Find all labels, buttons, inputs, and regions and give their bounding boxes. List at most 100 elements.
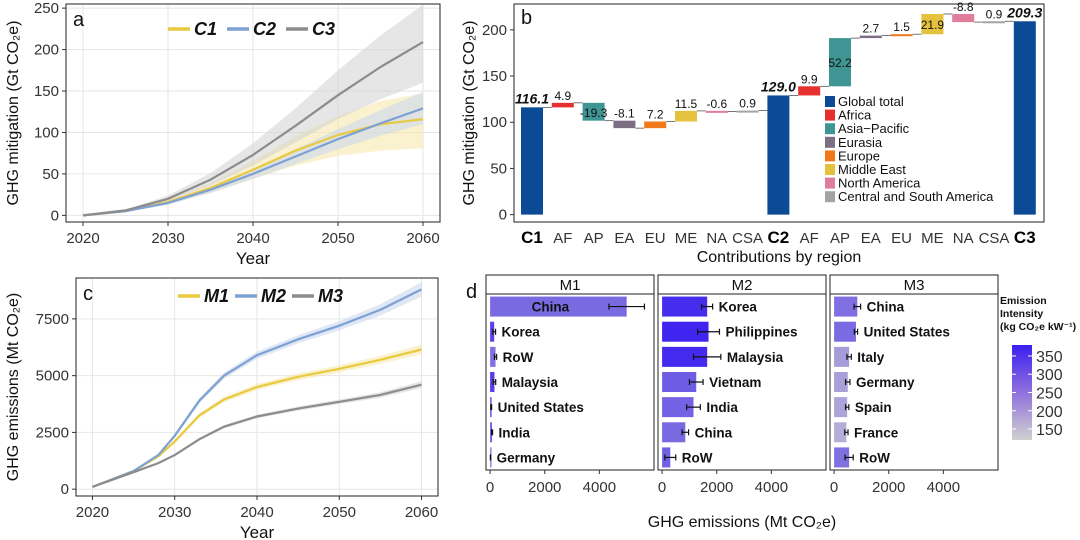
legend-label-eu: Europe xyxy=(838,148,880,163)
y-axis-title: GHG emissions (Mt CO₂e) xyxy=(5,293,22,481)
category-label: Germany xyxy=(497,450,556,465)
category-label: C1 xyxy=(521,228,543,247)
category-label: AF xyxy=(553,230,572,247)
y-tick-label: 50 xyxy=(42,166,59,183)
plot-border xyxy=(75,277,439,497)
series-band-c3 xyxy=(83,4,423,216)
bar-c3-16 xyxy=(1013,21,1036,215)
data-label: 2.7 xyxy=(862,22,879,36)
colorbar-gradient xyxy=(1012,345,1032,440)
bar-eu-4 xyxy=(644,121,667,129)
colorbar-tick-label: 350 xyxy=(1036,349,1063,366)
category-label: C3 xyxy=(1014,228,1036,247)
bar-af-9 xyxy=(798,86,821,96)
panel-letter: c xyxy=(83,283,93,305)
legend-key-na xyxy=(825,177,835,189)
category-label: United States xyxy=(498,400,584,415)
legend-label-na: North America xyxy=(838,176,921,191)
data-label: 209.3 xyxy=(1006,4,1042,20)
x-tick-label: 2000 xyxy=(872,479,905,496)
category-label: NA xyxy=(706,230,727,247)
category-label: CSA xyxy=(979,230,1010,247)
legend-label-c3: C3 xyxy=(312,19,335,39)
category-label: ME xyxy=(921,230,944,247)
x-tick-label: 4000 xyxy=(583,479,616,496)
colorbar-title: Intensity xyxy=(1000,308,1043,320)
legend-key-total xyxy=(825,96,835,107)
x-tick-label: 2000 xyxy=(528,479,561,496)
colorbar-tick-label: 300 xyxy=(1036,367,1063,384)
category-label: China xyxy=(695,425,733,440)
legend-key-ea xyxy=(825,136,835,148)
bar-china xyxy=(662,422,686,443)
category-label: India xyxy=(706,400,738,415)
legend-label-c1: C1 xyxy=(194,19,217,39)
legend-label-m2: M2 xyxy=(261,286,286,306)
x-tick-label: 2030 xyxy=(151,230,184,247)
panel-d-faceted-bar-chart: M1 China Korea RoW Malaysia United States Indi… xyxy=(466,274,1076,531)
data-label: 129.0 xyxy=(761,78,796,94)
facet-title: M3 xyxy=(904,277,925,294)
bar-korea xyxy=(662,296,708,317)
y-axis-title: GHG mitigation (Gt CO₂e) xyxy=(461,21,478,206)
x-axis-title: GHG emissions (Mt CO₂e) xyxy=(648,514,836,531)
category-label: RoW xyxy=(503,350,534,365)
bar-row xyxy=(834,447,850,468)
category-label: NA xyxy=(953,230,974,247)
category-label: EA xyxy=(614,230,634,247)
data-label: 116.1 xyxy=(515,90,549,106)
colorbar-tick-label: 150 xyxy=(1036,422,1063,439)
legend-key-eu xyxy=(825,150,835,162)
data-label: 21.9 xyxy=(921,18,945,32)
series-band-m1 xyxy=(92,344,422,487)
category-label: AP xyxy=(830,230,850,247)
category-label: Philippines xyxy=(725,325,797,340)
bar-ap-2 xyxy=(582,102,605,121)
series-band-c1 xyxy=(83,93,423,216)
y-tick-label: 50 xyxy=(490,160,507,177)
bar-eu-12 xyxy=(890,34,913,37)
x-tick-label: 0 xyxy=(658,479,666,496)
bar-na-6 xyxy=(705,110,728,113)
bar-malaysia xyxy=(662,346,708,367)
facet-title: M2 xyxy=(732,277,753,294)
category-label: EU xyxy=(891,230,912,247)
colorbar-tick-label: 200 xyxy=(1036,404,1063,421)
y-tick-label: 150 xyxy=(482,68,507,85)
x-tick-label: 2060 xyxy=(406,230,439,247)
data-label: 52.2 xyxy=(828,56,852,70)
bar-c1-0 xyxy=(521,107,543,215)
category-label: Italy xyxy=(857,350,885,365)
y-tick-label: 150 xyxy=(34,83,59,100)
category-label: China xyxy=(532,300,570,315)
legend-label-ea: Eurasia xyxy=(838,135,883,150)
legend-label-m3: M3 xyxy=(318,286,343,306)
facet-title: M1 xyxy=(560,277,581,294)
bar-ea-11 xyxy=(859,35,882,39)
x-tick-label: 0 xyxy=(830,479,838,496)
bar-united-states xyxy=(834,321,856,342)
x-axis-title: Contributions by region xyxy=(697,249,862,266)
data-label: 0.9 xyxy=(986,7,1003,21)
bar-malaysia xyxy=(490,372,495,392)
y-tick-label: 0 xyxy=(61,481,69,498)
panel-letter: a xyxy=(73,9,85,31)
legend-label-af: Africa xyxy=(838,108,872,123)
x-axis-title: Year xyxy=(236,249,271,268)
x-tick-label: 2030 xyxy=(158,504,191,521)
category-label: ME xyxy=(675,230,698,247)
bar-vietnam xyxy=(662,372,697,392)
panel-a-line-chart: 0 50 100 150 200 250 2020 2030 2040 2050 2060 C1 C2 C… xyxy=(5,0,441,268)
data-label: -19.3 xyxy=(580,106,608,120)
x-tick-label: 4000 xyxy=(927,479,960,496)
x-tick-label: 2020 xyxy=(66,230,99,247)
panel-letter: b xyxy=(521,7,532,29)
category-label: RoW xyxy=(859,450,890,465)
legend-label-me: Middle East xyxy=(838,162,906,177)
data-label: 0.9 xyxy=(739,97,756,111)
category-label: Spain xyxy=(855,400,892,415)
bar-germany xyxy=(834,372,848,392)
data-label: -8.1 xyxy=(614,107,635,121)
